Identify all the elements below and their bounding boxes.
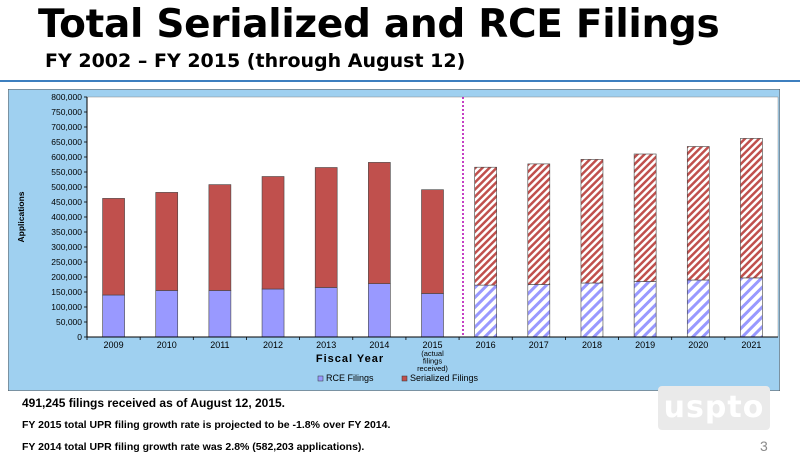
x-tick-label-2012: 2012: [263, 340, 283, 350]
filings-bar-chart: 0 50,000 100,000 150,000 200,000 250,000 300,0…: [8, 89, 780, 391]
y-tick-label: 550,000: [51, 167, 82, 177]
x-tick-sublabel: received): [417, 364, 448, 373]
y-tick-label: 300,000: [51, 242, 82, 252]
x-axis-label: Fiscal Year: [316, 353, 384, 365]
bar-rce-2017: [527, 284, 551, 338]
bar-rce-2019: [633, 281, 657, 338]
x-tick-label-2013: 2013: [316, 340, 336, 350]
bar-serialized-2011: [208, 184, 232, 291]
bar-serialized-2015: [421, 189, 444, 294]
title-divider-line: [0, 80, 800, 82]
bar-serialized-2012: [261, 176, 285, 290]
bar-rce-2010: [155, 290, 179, 338]
bar-rce-2020: [686, 279, 710, 338]
bar-rce-2018: [580, 282, 604, 338]
x-tick-label-2011: 2011: [210, 340, 229, 350]
x-tick-label-2014: 2014: [369, 340, 389, 350]
legend-label-serialized: Serialized Filings: [410, 373, 479, 383]
y-tick-label: 500,000: [51, 182, 82, 192]
y-tick-label: 700,000: [51, 122, 82, 132]
slide-title: Total Serialized and RCE Filings: [38, 2, 720, 47]
x-tick-sublabel: (actual: [421, 349, 444, 358]
y-tick-label: 350,000: [51, 227, 82, 237]
y-tick-label: 150,000: [51, 287, 82, 297]
y-tick-label: 400,000: [51, 212, 82, 222]
bar-serialized-2019: [633, 153, 657, 282]
legend: RCE Filings Serialized Filings: [317, 373, 479, 383]
x-tick-label-2015: 2015: [422, 340, 442, 350]
y-tick-label: 600,000: [51, 152, 82, 162]
bar-rce-2021: [740, 277, 763, 338]
legend-swatch-rce: [317, 375, 324, 382]
y-tick-label: 800,000: [51, 92, 82, 102]
filings-received-note: 491,245 filings received as of August 12…: [22, 396, 286, 410]
x-tick-label-2019: 2019: [635, 340, 655, 350]
y-tick-label: 450,000: [51, 197, 82, 207]
bar-rce-2011: [208, 290, 232, 338]
bar-serialized-2013: [314, 167, 338, 288]
bar-serialized-2020: [686, 146, 710, 281]
bar-rce-2009: [102, 294, 125, 338]
bar-rce-2013: [314, 287, 338, 338]
bar-rce-2014: [368, 283, 391, 338]
bar-rce-2015: [421, 293, 444, 338]
bar-serialized-2014: [368, 162, 391, 284]
y-tick-label: 50,000: [56, 317, 82, 327]
fy2015-growth-note: FY 2015 total UPR filing growth rate is …: [22, 419, 391, 431]
y-tick-label: 100,000: [51, 302, 82, 312]
bar-serialized-2021: [740, 138, 763, 279]
y-axis-label: Applications: [16, 191, 26, 242]
bar-serialized-2016: [474, 166, 497, 286]
legend-label-rce: RCE Filings: [326, 373, 374, 383]
x-tick-label-2010: 2010: [157, 340, 177, 350]
bar-serialized-2010: [155, 192, 179, 291]
bar-serialized-2018: [580, 159, 604, 284]
y-tick-label: 250,000: [51, 257, 82, 267]
legend-swatch-serialized: [401, 375, 408, 382]
uspto-watermark-logo: uspto: [658, 386, 770, 430]
slide-subtitle: FY 2002 – FY 2015 (through August 12): [45, 50, 466, 72]
x-tick-sublabel: filings: [423, 357, 442, 366]
y-tick-label: 200,000: [51, 272, 82, 282]
bar-serialized-2009: [102, 198, 125, 296]
page-number: 3: [760, 438, 768, 454]
y-tick-label: 750,000: [51, 107, 82, 117]
bar-rce-2016: [474, 284, 497, 338]
x-tick-label-2009: 2009: [104, 340, 124, 350]
x-tick-label-2021: 2021: [741, 340, 761, 350]
x-tick-label-2020: 2020: [688, 340, 708, 350]
bar-serialized-2017: [527, 163, 551, 285]
y-tick-label: 0: [77, 332, 82, 342]
x-tick-label-2018: 2018: [582, 340, 602, 350]
x-tick-label-2016: 2016: [476, 340, 496, 350]
x-tick-label-2017: 2017: [529, 340, 549, 350]
bar-rce-2012: [261, 288, 285, 338]
y-tick-label: 650,000: [51, 137, 82, 147]
fy2014-growth-note: FY 2014 total UPR filing growth rate was…: [22, 441, 365, 453]
